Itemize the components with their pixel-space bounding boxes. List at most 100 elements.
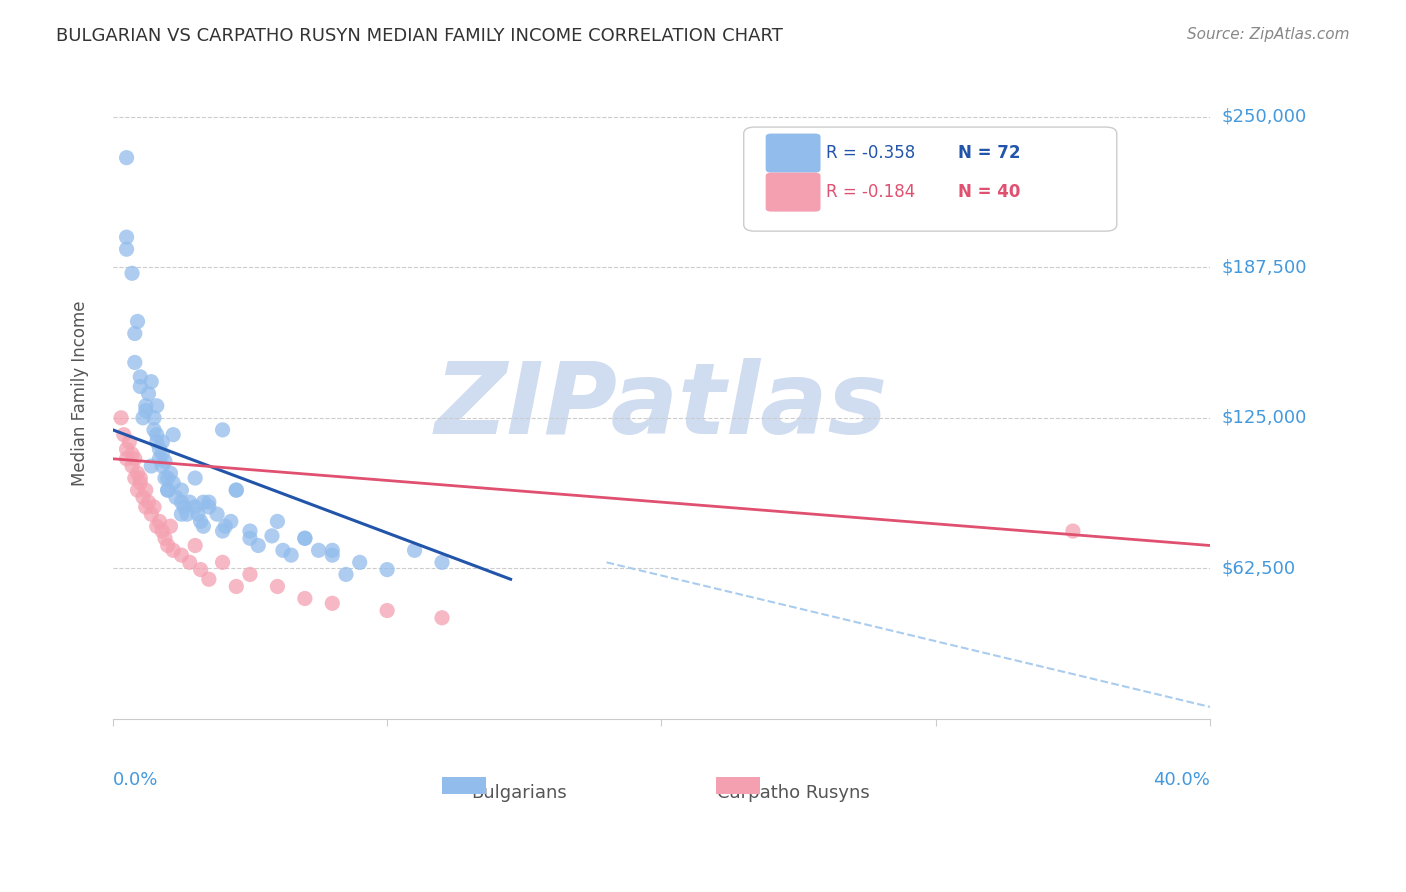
Point	[211, 423, 233, 437]
Point	[190, 515, 212, 529]
Point	[404, 543, 426, 558]
Point	[190, 563, 212, 577]
Point	[141, 375, 163, 389]
Point	[308, 543, 330, 558]
Point	[193, 495, 215, 509]
Point	[153, 454, 176, 468]
Point	[159, 467, 181, 481]
Point	[187, 507, 209, 521]
Point	[184, 500, 207, 514]
Point	[156, 471, 179, 485]
Point	[193, 519, 215, 533]
Point	[153, 531, 176, 545]
Text: R = -0.184: R = -0.184	[825, 183, 915, 201]
Point	[162, 427, 184, 442]
Point	[266, 515, 288, 529]
Y-axis label: Median Family Income: Median Family Income	[72, 301, 89, 486]
Point	[129, 379, 152, 393]
Point	[198, 500, 221, 514]
Point	[127, 483, 149, 497]
Point	[121, 458, 143, 473]
Point	[294, 591, 316, 606]
Point	[148, 515, 170, 529]
Point	[115, 442, 138, 457]
Point	[184, 471, 207, 485]
Point	[148, 451, 170, 466]
Point	[165, 491, 187, 505]
Point	[430, 611, 453, 625]
Point	[121, 447, 143, 461]
Point	[124, 326, 146, 341]
Point	[184, 539, 207, 553]
Point	[205, 507, 228, 521]
Point	[138, 386, 160, 401]
Point	[239, 531, 262, 545]
Point	[145, 427, 167, 442]
Bar	[716, 778, 761, 794]
Point	[271, 543, 294, 558]
Point	[211, 524, 233, 538]
FancyBboxPatch shape	[744, 127, 1116, 231]
Point	[219, 515, 242, 529]
Point	[148, 442, 170, 457]
Point	[198, 495, 221, 509]
Point	[349, 555, 371, 569]
Point	[150, 458, 173, 473]
Point	[143, 410, 166, 425]
Point	[153, 471, 176, 485]
Point	[159, 519, 181, 533]
Text: $187,500: $187,500	[1222, 259, 1306, 277]
Point	[430, 555, 453, 569]
Point	[375, 563, 398, 577]
Point	[138, 495, 160, 509]
Text: $125,000: $125,000	[1222, 409, 1306, 427]
Point	[121, 266, 143, 280]
Point	[170, 507, 193, 521]
Point	[260, 529, 283, 543]
Point	[127, 314, 149, 328]
Point	[124, 355, 146, 369]
Point	[211, 555, 233, 569]
Text: 0.0%: 0.0%	[112, 771, 159, 789]
FancyBboxPatch shape	[766, 172, 821, 211]
Text: Source: ZipAtlas.com: Source: ZipAtlas.com	[1187, 27, 1350, 42]
Point	[225, 483, 247, 497]
Point	[214, 519, 236, 533]
Point	[145, 434, 167, 449]
Point	[156, 539, 179, 553]
Point	[150, 434, 173, 449]
Point	[110, 410, 132, 425]
Point	[198, 572, 221, 586]
Point	[124, 471, 146, 485]
Point	[135, 483, 157, 497]
Point	[143, 500, 166, 514]
Point	[145, 399, 167, 413]
Point	[135, 500, 157, 514]
Point	[141, 507, 163, 521]
Point	[115, 230, 138, 244]
Point	[132, 491, 155, 505]
Point	[135, 399, 157, 413]
Point	[118, 434, 141, 449]
Text: R = -0.358: R = -0.358	[825, 145, 915, 162]
Point	[145, 519, 167, 533]
Point	[170, 495, 193, 509]
Text: Bulgarians: Bulgarians	[471, 784, 567, 802]
Point	[150, 524, 173, 538]
Text: ZIPatlas: ZIPatlas	[434, 359, 889, 455]
Text: $250,000: $250,000	[1222, 108, 1306, 126]
Point	[321, 548, 343, 562]
Point	[321, 596, 343, 610]
Point	[179, 555, 201, 569]
Point	[127, 467, 149, 481]
Point	[132, 410, 155, 425]
Text: 40.0%: 40.0%	[1153, 771, 1211, 789]
Point	[143, 423, 166, 437]
Point	[156, 483, 179, 497]
Point	[129, 475, 152, 490]
Point	[239, 524, 262, 538]
Point	[150, 447, 173, 461]
Point	[170, 483, 193, 497]
Point	[115, 151, 138, 165]
Point	[294, 531, 316, 545]
